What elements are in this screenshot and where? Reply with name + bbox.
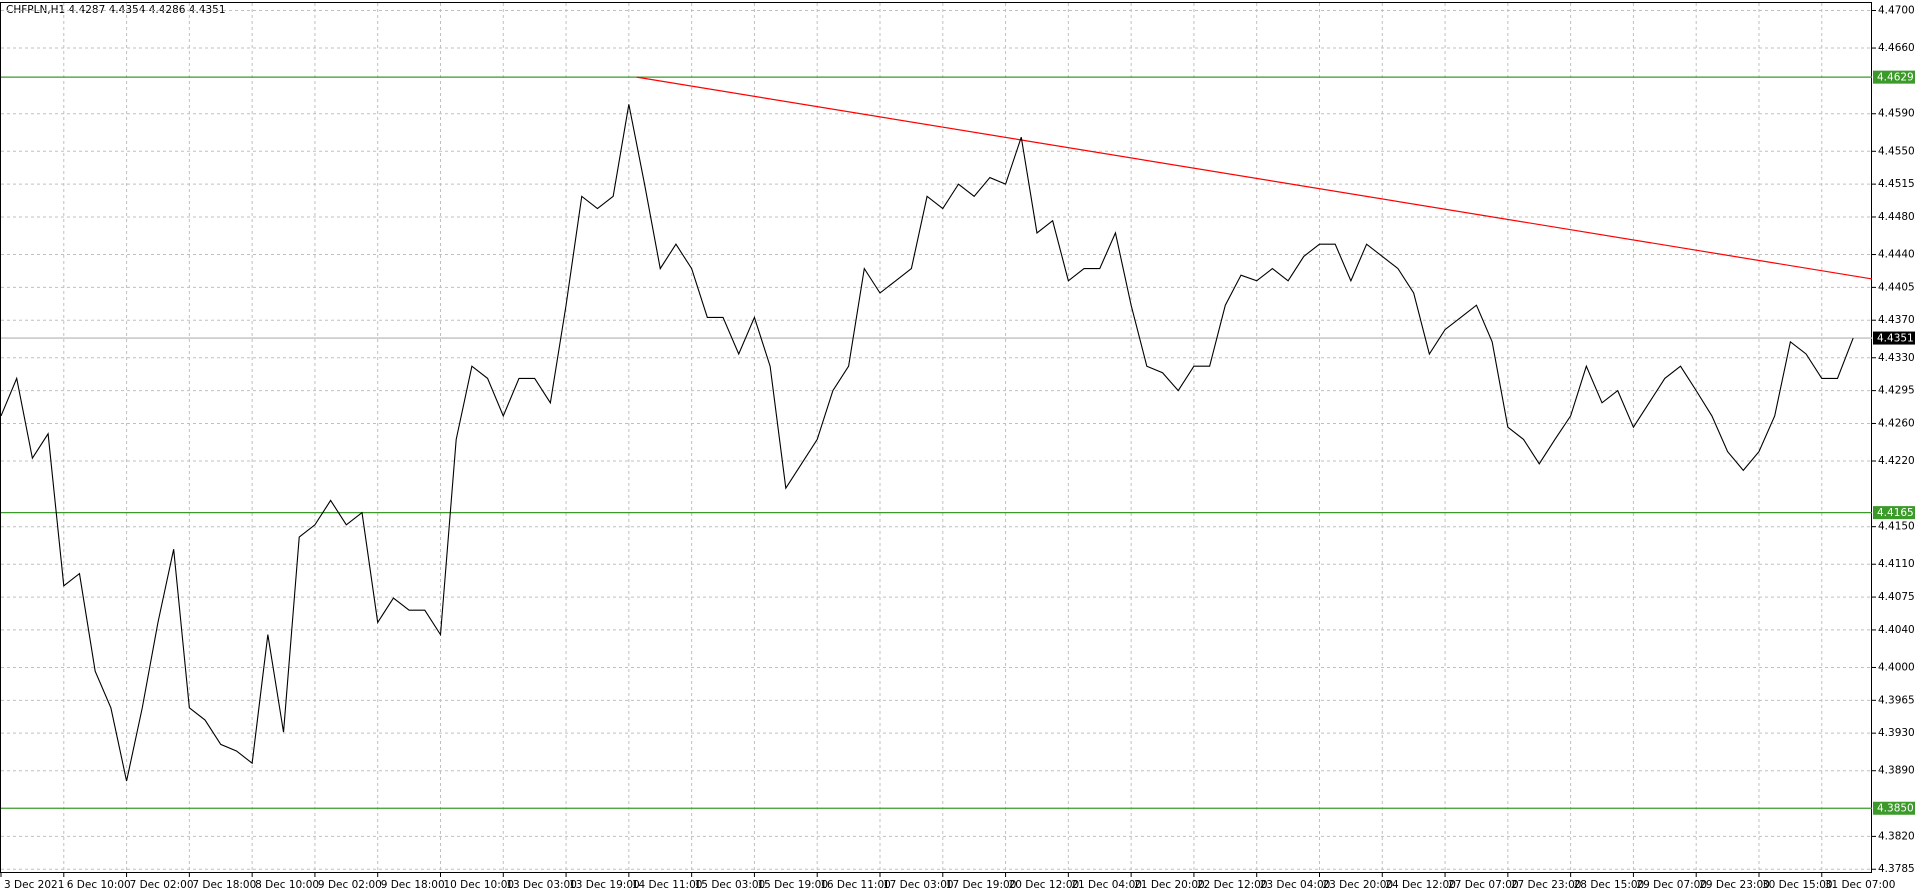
trendline	[636, 76, 1873, 280]
y-tick-label: 4.4660	[1878, 42, 1915, 54]
y-tick-label: 4.4000	[1878, 661, 1915, 673]
x-tick-label: 23 Dec 20:00	[1322, 879, 1393, 891]
x-tick-label: 29 Dec 07:00	[1636, 879, 1707, 891]
y-tick-label: 4.4405	[1878, 281, 1915, 293]
price-line	[0, 104, 1854, 782]
x-tick-label: 9 Dec 02:00	[318, 879, 382, 891]
price-label: 4.4351	[1877, 333, 1914, 345]
x-tick-label: 7 Dec 02:00	[130, 879, 194, 891]
price-label: 4.4165	[1877, 507, 1914, 519]
y-tick-label: 4.4260	[1878, 417, 1915, 429]
x-tick-label: 24 Dec 12:00	[1385, 879, 1456, 891]
y-tick-label: 4.4515	[1878, 178, 1915, 190]
x-tick-label: 15 Dec 19:00	[757, 879, 828, 891]
y-tick-label: 4.4700	[1878, 5, 1915, 17]
x-tick-label: 23 Dec 04:00	[1260, 879, 1331, 891]
x-tick-label: 13 Dec 03:00	[506, 879, 577, 891]
y-tick-label: 4.4040	[1878, 624, 1915, 636]
y-tick-label: 4.4295	[1878, 385, 1915, 397]
x-tick-label: 14 Dec 11:00	[632, 879, 703, 891]
y-tick-label: 4.4550	[1878, 145, 1915, 157]
y-tick-label: 4.4370	[1878, 314, 1915, 326]
y-tick-label: 4.3890	[1878, 765, 1915, 777]
x-tick-label: 20 Dec 12:00	[1009, 879, 1080, 891]
x-tick-label: 17 Dec 19:00	[946, 879, 1017, 891]
y-tick-label: 4.4150	[1878, 521, 1915, 533]
plot-frame	[0, 2, 1872, 873]
y-tick-label: 4.4440	[1878, 249, 1915, 261]
x-tick-label: 28 Dec 15:00	[1574, 879, 1645, 891]
y-tick-label: 4.3930	[1878, 727, 1915, 739]
x-tick-label: 27 Dec 07:00	[1448, 879, 1519, 891]
price-label: 4.3850	[1877, 803, 1914, 815]
x-tick-label: 8 Dec 10:00	[255, 879, 319, 891]
x-tick-label: 3 Dec 2021	[4, 879, 64, 891]
y-tick-label: 4.4330	[1878, 352, 1915, 364]
y-tick-label: 4.3785	[1878, 863, 1915, 875]
y-tick-label: 4.4480	[1878, 211, 1915, 223]
y-tick-label: 4.3965	[1878, 694, 1915, 706]
x-tick-label: 7 Dec 18:00	[192, 879, 256, 891]
x-tick-label: 21 Dec 20:00	[1134, 879, 1205, 891]
x-tick-label: 31 Dec 07:00	[1825, 879, 1896, 891]
price-label: 4.4629	[1877, 72, 1914, 84]
x-tick-label: 9 Dec 18:00	[381, 879, 445, 891]
x-tick-label: 15 Dec 03:00	[695, 879, 766, 891]
x-tick-label: 17 Dec 03:00	[883, 879, 954, 891]
x-tick-label: 21 Dec 04:00	[1071, 879, 1142, 891]
x-tick-label: 27 Dec 23:00	[1511, 879, 1582, 891]
price-label-box	[1873, 801, 1915, 815]
x-tick-label: 30 Dec 15:00	[1762, 879, 1833, 891]
y-tick-label: 4.3820	[1878, 830, 1915, 842]
y-tick-label: 4.4110	[1878, 558, 1915, 570]
x-tick-label: 10 Dec 10:00	[443, 879, 514, 891]
x-tick-label: 16 Dec 11:00	[820, 879, 891, 891]
price-label-box	[1873, 506, 1915, 520]
x-tick-label: 6 Dec 10:00	[67, 879, 131, 891]
price-label-box	[1873, 331, 1915, 345]
x-tick-label: 22 Dec 12:00	[1197, 879, 1268, 891]
x-tick-label: 13 Dec 19:00	[569, 879, 640, 891]
y-tick-label: 4.4220	[1878, 455, 1915, 467]
price-label-box	[1873, 70, 1915, 84]
chart-title: CHFPLN,H1 4.4287 4.4354 4.4286 4.4351	[6, 4, 226, 16]
x-tick-label: 29 Dec 23:00	[1699, 879, 1770, 891]
y-tick-label: 4.4075	[1878, 591, 1915, 603]
y-tick-label: 4.4590	[1878, 108, 1915, 120]
